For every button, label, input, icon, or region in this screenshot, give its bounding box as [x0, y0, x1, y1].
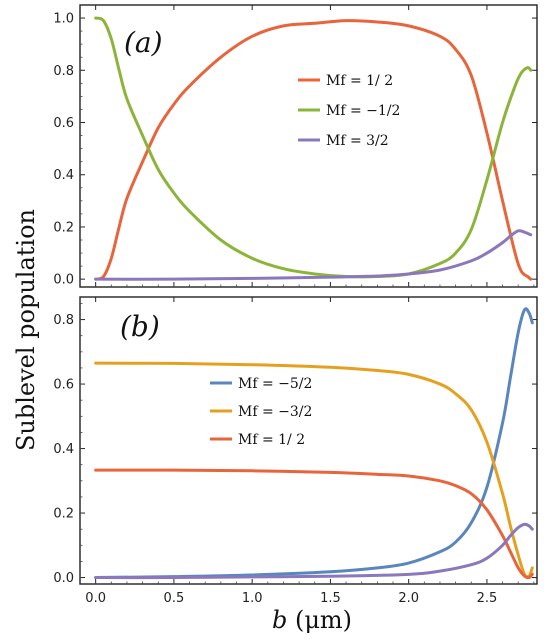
x-axis-label-variable: b [272, 606, 287, 634]
y-tick-label: 0.6 [53, 116, 74, 131]
legend-label: Mf = −3/2 [238, 404, 312, 420]
y-tick-label: 0.8 [53, 313, 74, 328]
y-tick-label: 0.8 [53, 64, 74, 79]
series-line-mf-5-2 [94, 307, 534, 580]
x-tick-label: 1.0 [242, 591, 263, 606]
y-tick-label: 0.0 [53, 273, 74, 288]
panel-frame [79, 296, 538, 585]
x-tick-label: 0.5 [164, 591, 185, 606]
y-tick-label: 1.0 [53, 12, 74, 27]
series-line-mf-1-2 [94, 19, 533, 281]
x-tick-label: 0.0 [85, 591, 106, 606]
series-line-mf-1-2 [94, 468, 534, 580]
legend-label: Mf = 3/2 [326, 133, 389, 149]
x-axis-label: b (μm) [272, 606, 352, 634]
series-line-unlabeled [94, 522, 534, 580]
panel-b: 0.0 0.2 0.4 0.6 0.8 0.0 0.5 1.0 1.5 2.0 2.5 (b) Mf =… [53, 296, 538, 606]
y-tick-label: 0.4 [53, 168, 74, 183]
panel-frame [79, 4, 538, 288]
panel-a: 0.0 0.2 0.4 0.6 0.8 1.0 (a) Mf = 1/ 2 Mf = −1/2 M… [53, 4, 538, 288]
series-line-mf-3-2 [94, 361, 534, 579]
legend-label: Mf = −5/2 [238, 376, 312, 392]
series-line-mf-3-2 [94, 229, 533, 281]
y-tick-label: 0.2 [53, 507, 74, 522]
legend-label: Mf = −1/2 [326, 103, 400, 119]
legend-label: Mf = 1/ 2 [238, 432, 305, 448]
panel-label: (b) [120, 310, 160, 343]
y-axis-label: Sublevel population [12, 209, 40, 451]
x-axis-label-unit: (μm) [287, 606, 352, 634]
y-tick-label: 0.2 [53, 220, 74, 235]
x-tick-label: 1.5 [320, 591, 341, 606]
x-tick-label: 2.0 [398, 591, 419, 606]
y-tick-label: 0.6 [53, 378, 74, 393]
panel-label: (a) [124, 26, 163, 59]
y-tick-label: 0.0 [53, 571, 74, 586]
series-line-mf-1-2 [94, 16, 533, 279]
x-tick-label: 2.5 [477, 591, 498, 606]
legend-label: Mf = 1/ 2 [326, 73, 393, 89]
y-tick-label: 0.4 [53, 442, 74, 457]
